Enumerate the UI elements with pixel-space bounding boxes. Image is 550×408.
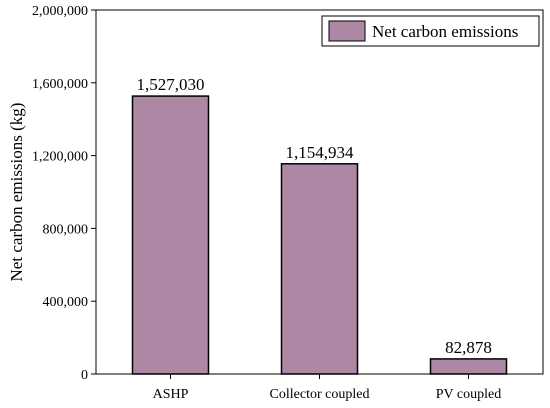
legend-label: Net carbon emissions: [372, 22, 518, 41]
y-tick-label: 1,600,000: [32, 77, 88, 92]
legend: Net carbon emissions: [321, 15, 540, 47]
y-tick-label: 0: [81, 368, 88, 383]
x-category-label: PV coupled: [436, 387, 501, 402]
data-label: 82,878: [445, 338, 492, 357]
legend-swatch: [328, 20, 366, 42]
bars: [131, 95, 508, 375]
plot-frame: [95, 9, 544, 375]
y-tick-label: 2,000,000: [32, 4, 88, 19]
bar-collector-coupled: [280, 163, 359, 375]
x-category-label: Collector coupled: [270, 387, 370, 402]
bar-ashp: [131, 95, 210, 375]
y-axis-label: Net carbon emissions (kg): [7, 103, 26, 282]
data-label: 1,154,934: [286, 143, 355, 162]
y-tick-label: 1,200,000: [32, 150, 88, 165]
category-labels: ASHP Collector coupled PV coupled: [153, 374, 501, 402]
bar-pv-coupled: [429, 358, 508, 375]
y-tick-label: 800,000: [43, 222, 89, 237]
y-tick-label: 400,000: [43, 295, 89, 310]
data-labels: 1,527,030 1,154,934 82,878: [137, 75, 492, 357]
y-axis-ticks: 0 400,000 800,000 1,200,000 1,600,000 2,000,0…: [32, 4, 96, 383]
data-label: 1,527,030: [137, 75, 205, 94]
x-category-label: ASHP: [153, 387, 189, 402]
